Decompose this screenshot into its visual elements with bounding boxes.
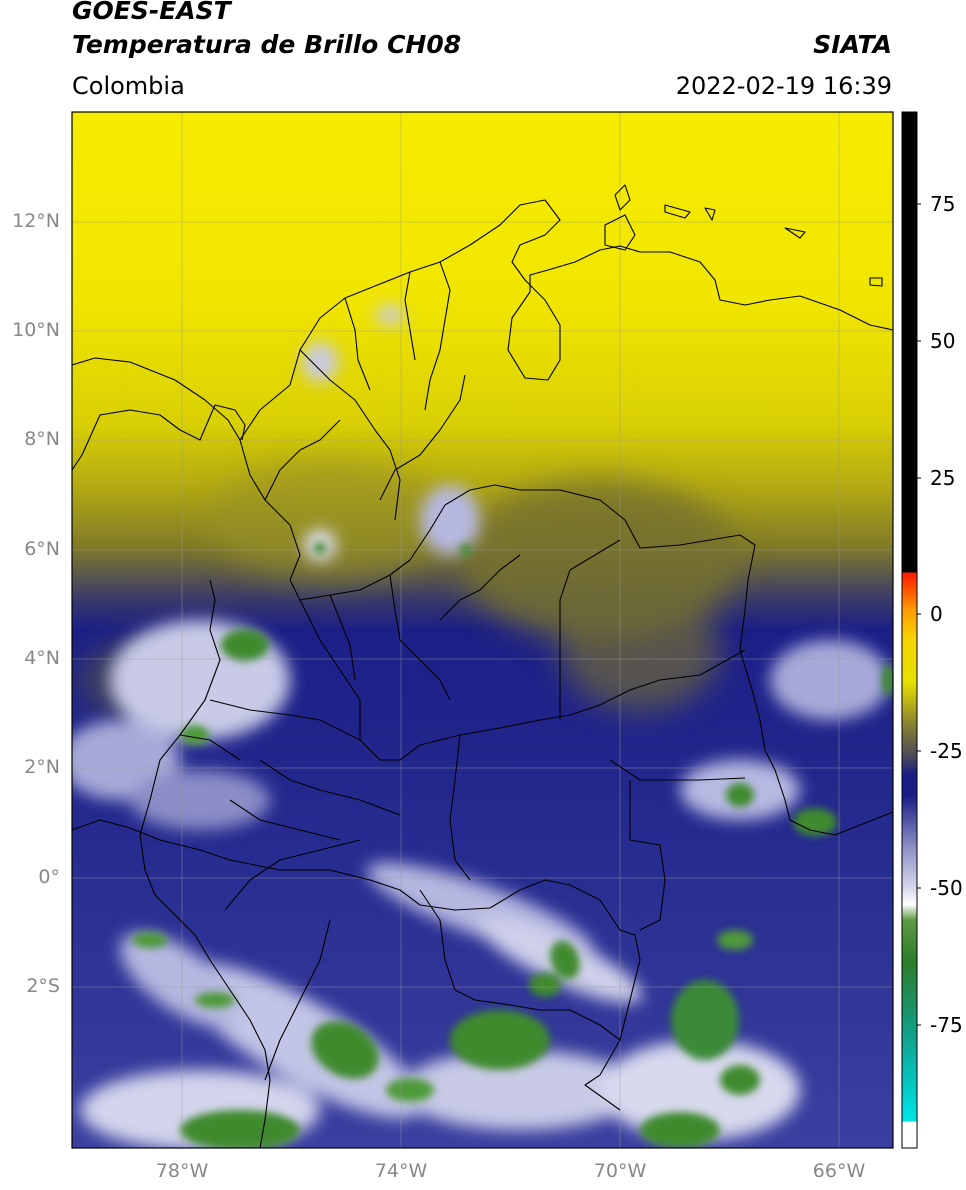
lon-label-70w: 70°W [593,1160,647,1182]
coldest-cloud-tops [132,542,893,1148]
brand-label: SIATA [813,30,892,59]
region-label: Colombia [72,72,185,100]
lat-label-6n: 6°N [24,538,60,560]
lon-label-66w: 66°W [812,1160,866,1182]
colorbar [901,111,918,1149]
lat-label-10n: 10°N [12,319,60,341]
colorbar-label-0: 0 [930,602,943,626]
colorbar-label-neg50: -50 [930,876,963,900]
lat-label-8n: 8°N [24,428,60,450]
title-line-2: Temperatura de Brillo CH08 [72,30,462,59]
lon-label-74w: 74°W [374,1160,428,1182]
imagery-layer [72,112,893,1148]
lat-label-4n: 4°N [24,647,60,669]
colorbar-label-75: 75 [930,192,956,216]
title-line-1: GOES-EAST [72,0,231,25]
colorbar-ticks [917,203,921,1026]
colorbar-label-50: 50 [930,329,956,353]
cold-cloud-streaks [72,305,890,1148]
lat-label-2s: 2°S [26,975,60,997]
lat-label-12n: 12°N [12,210,60,232]
colorbar-label-25: 25 [930,466,956,490]
lat-label-2n: 2°N [24,756,60,778]
lat-label-0: 0° [38,866,60,888]
colorbar-label-neg25: -25 [930,739,963,763]
colorbar-label-neg75: -75 [930,1013,963,1037]
timestamp-label: 2022-02-19 16:39 [675,72,892,100]
country-borders [72,184,893,1148]
lon-label-78w: 78°W [155,1160,209,1182]
map-frame [71,111,894,1149]
graticule [72,112,893,1148]
